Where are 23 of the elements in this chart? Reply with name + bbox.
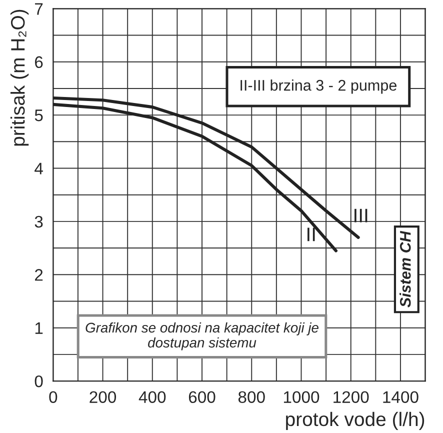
x-tick-label: 1200 xyxy=(334,391,369,404)
y-tick-label: 7 xyxy=(35,3,43,15)
y-tick-label: 5 xyxy=(34,110,43,122)
y-tick-label: 6 xyxy=(35,56,43,68)
y-tick-label: 4 xyxy=(34,162,43,174)
y-tick-label: 1 xyxy=(35,322,43,334)
annotation: Grafikon se odnosi na kapacitet koji je dostupan sistemu xyxy=(86,322,318,350)
y-axis-title: pritisak (m H₂O) xyxy=(10,10,29,146)
series-label: III xyxy=(354,208,368,222)
x-tick-label: 800 xyxy=(238,391,265,404)
x-tick-label: 200 xyxy=(90,391,116,404)
x-tick-label: 1000 xyxy=(284,391,320,404)
x-tick-label: 1400 xyxy=(383,391,418,404)
y-tick-label: 2 xyxy=(35,269,43,281)
series-label: II xyxy=(308,228,315,242)
y-tick-label: 0 xyxy=(34,375,43,388)
annotation: II-III brzina 3 - 2 pumpe xyxy=(240,80,396,94)
x-tick-label: 600 xyxy=(188,391,216,404)
x-tick-label: 400 xyxy=(138,391,166,404)
x-tick-label: 0 xyxy=(49,391,58,404)
annotation: Sistem CH xyxy=(400,230,411,308)
y-tick-label: 3 xyxy=(34,216,43,228)
x-axis-title: protok vode (l/h) xyxy=(286,412,424,430)
